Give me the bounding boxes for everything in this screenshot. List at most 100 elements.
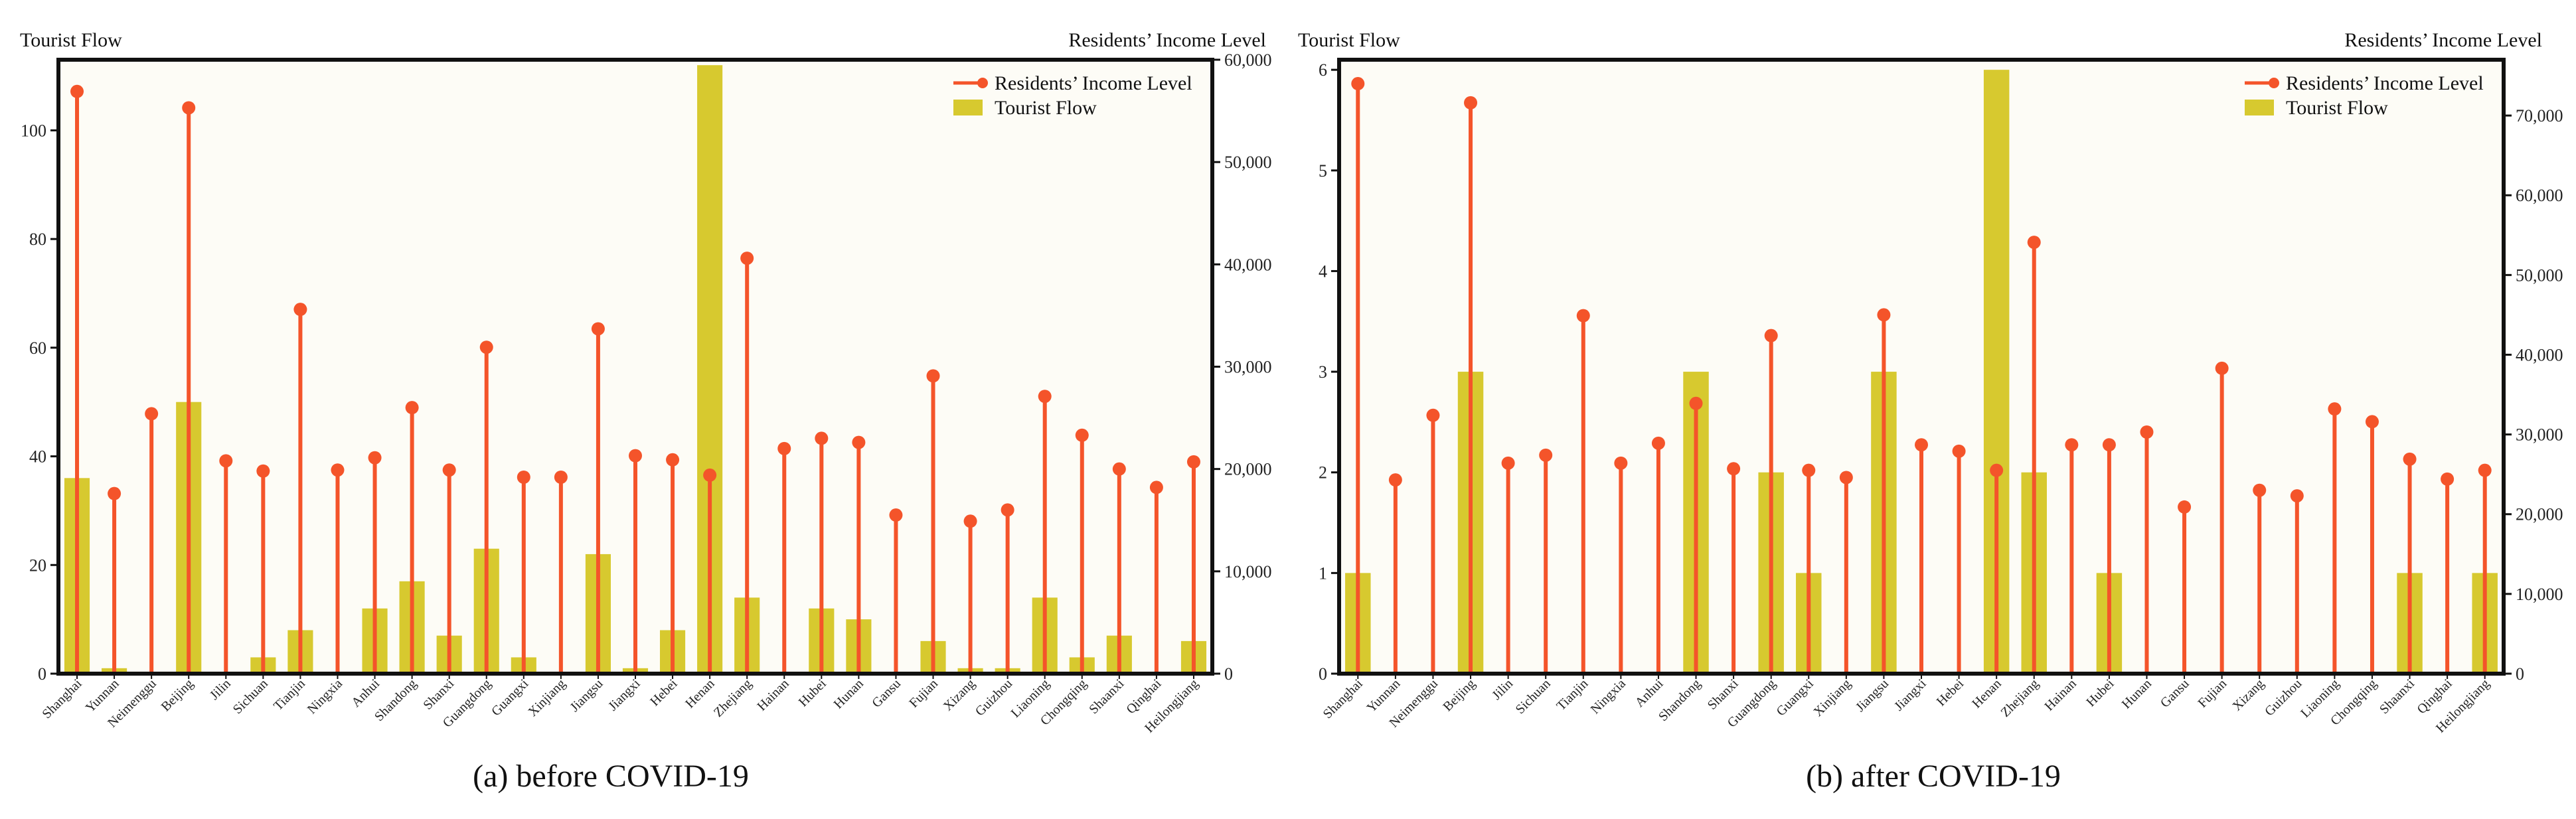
income-dot-guangdong xyxy=(1764,329,1778,342)
income-dot-qinghai xyxy=(1149,481,1163,494)
income-dot-shandong xyxy=(1689,396,1703,410)
income-dot-shanghai xyxy=(1351,77,1365,91)
category-label: Henan xyxy=(1969,676,2004,711)
left-tick-label: 2 xyxy=(1319,463,1327,483)
income-dot-guizhou xyxy=(1001,503,1014,517)
category-label: Hebei xyxy=(647,676,681,709)
left-tick-label: 3 xyxy=(1319,362,1327,382)
income-dot-henan xyxy=(1990,463,2004,477)
panel-caption: (b) after COVID-19 xyxy=(1806,759,2061,794)
income-dot-anhui xyxy=(1651,436,1665,450)
income-dot-shanxi xyxy=(1727,462,1741,476)
left-tick-label: 100 xyxy=(21,121,46,140)
category-label: Guangxi xyxy=(1774,676,1817,719)
income-dot-xizang xyxy=(963,514,977,528)
category-label: Sichuan xyxy=(230,676,271,717)
category-label: Tianjin xyxy=(1554,676,1591,713)
income-dot-heilongjiang xyxy=(1186,455,1200,469)
income-dot-jiangsu xyxy=(1877,308,1891,322)
income-dot-jilin xyxy=(1501,456,1515,470)
income-dot-hunan xyxy=(2140,425,2154,439)
legend-tourist-swatch xyxy=(953,100,983,115)
income-dot-ningxia xyxy=(1614,456,1628,470)
income-dot-anhui xyxy=(368,451,382,465)
legend-income-dot xyxy=(977,78,988,88)
income-dot-shanxi xyxy=(442,463,456,477)
right-axis-title: Residents’ Income Level xyxy=(2344,29,2542,51)
category-label: Xinjiang xyxy=(525,676,568,719)
income-dot-shandong xyxy=(405,401,419,415)
category-label: Xinjiang xyxy=(1811,676,1854,719)
category-label: Zhejiang xyxy=(711,676,755,720)
income-dot-hubei xyxy=(815,431,829,445)
income-dot-shanghai xyxy=(70,84,84,98)
category-label: Jiangsu xyxy=(1853,676,1892,715)
category-label: Hunan xyxy=(831,676,866,711)
left-tick-label: 0 xyxy=(1319,664,1327,684)
legend: Residents’ Income Level Tourist Flow xyxy=(953,72,1192,119)
category-label: Hainan xyxy=(754,676,791,713)
chart-panel-after: 0 1 2 3 4 5 6 0 10,000 20,000 30,000 40,000 50,000 60… xyxy=(1298,29,2563,794)
category-label: Jiangxi xyxy=(605,676,643,714)
category-label: Hebei xyxy=(1934,676,1967,709)
right-tick-label: 0 xyxy=(2516,664,2524,684)
left-tick-label: 80 xyxy=(29,230,46,249)
category-label: Guizhou xyxy=(2262,676,2304,719)
income-dot-xinjiang xyxy=(1839,471,1853,484)
income-dot-yunnan xyxy=(108,486,121,500)
chart-panel-before: 0 20 40 60 80 100 0 10,000 20,000 30,000 40,000 50,… xyxy=(20,29,1272,794)
left-tick-label: 0 xyxy=(38,664,46,684)
category-label: Fujian xyxy=(906,676,941,711)
right-tick-label: 20,000 xyxy=(1224,460,1272,479)
category-label: Anhui xyxy=(1633,676,1666,710)
income-dot-liaoning xyxy=(2328,402,2342,416)
legend-tourist-label: Tourist Flow xyxy=(2286,97,2388,119)
income-dot-sichuan xyxy=(1539,448,1553,462)
left-tick-label: 40 xyxy=(29,447,46,467)
income-dot-hainan xyxy=(2065,438,2079,452)
category-label: Hunan xyxy=(2119,676,2154,711)
category-label: Sichuan xyxy=(1513,676,1554,717)
category-label: Xizang xyxy=(2229,676,2267,713)
income-dot-ningxia xyxy=(331,463,345,477)
income-dot-guangdong xyxy=(479,340,493,354)
left-axis-title: Tourist Flow xyxy=(20,29,122,51)
income-dot-beijing xyxy=(1464,96,1478,110)
left-tick-label: 6 xyxy=(1319,60,1327,80)
income-dot-jiangxi xyxy=(629,449,642,463)
left-tick-label: 60 xyxy=(29,338,46,358)
income-dot-qinghai xyxy=(2441,472,2455,486)
income-dot-guangxi xyxy=(1802,463,1816,477)
left-tick-label: 1 xyxy=(1319,563,1327,583)
income-dot-neimenggu xyxy=(145,407,159,421)
category-label: Gansu xyxy=(2158,676,2192,711)
right-tick-label: 50,000 xyxy=(1224,153,1272,172)
category-label: Zhejiang xyxy=(1998,676,2042,720)
right-tick-label: 30,000 xyxy=(1224,358,1272,377)
category-label: Henan xyxy=(683,676,717,711)
legend-income-label: Residents’ Income Level xyxy=(995,72,1192,94)
income-dot-yunnan xyxy=(1388,473,1402,487)
legend-tourist-label: Tourist Flow xyxy=(995,97,1097,119)
income-dot-hebei xyxy=(666,453,680,467)
right-tick-label: 40,000 xyxy=(2516,345,2563,364)
category-label: Hubei xyxy=(796,676,829,709)
category-label: Hainan xyxy=(2042,676,2079,713)
legend-income-dot xyxy=(2269,78,2279,88)
income-dot-hubei xyxy=(2102,438,2116,452)
category-label: Ningxia xyxy=(305,676,345,717)
category-label: Guizhou xyxy=(973,676,1015,719)
right-tick-label: 10,000 xyxy=(1224,562,1272,581)
income-dot-shaanxi xyxy=(1112,462,1126,476)
income-dot-tianjin xyxy=(1576,309,1590,323)
category-label: Hubei xyxy=(2083,676,2117,709)
income-dot-chongqing xyxy=(2365,415,2379,429)
income-dot-chongqing xyxy=(1075,428,1089,442)
income-dot-jilin xyxy=(219,454,233,468)
income-dot-liaoning xyxy=(1038,390,1052,404)
left-axis-title: Tourist Flow xyxy=(1298,29,1400,51)
income-dot-beijing xyxy=(182,101,196,115)
right-axis-title: Residents’ Income Level xyxy=(1068,29,1266,51)
category-label: Beijing xyxy=(159,676,197,714)
category-label: Jilin xyxy=(207,676,234,703)
